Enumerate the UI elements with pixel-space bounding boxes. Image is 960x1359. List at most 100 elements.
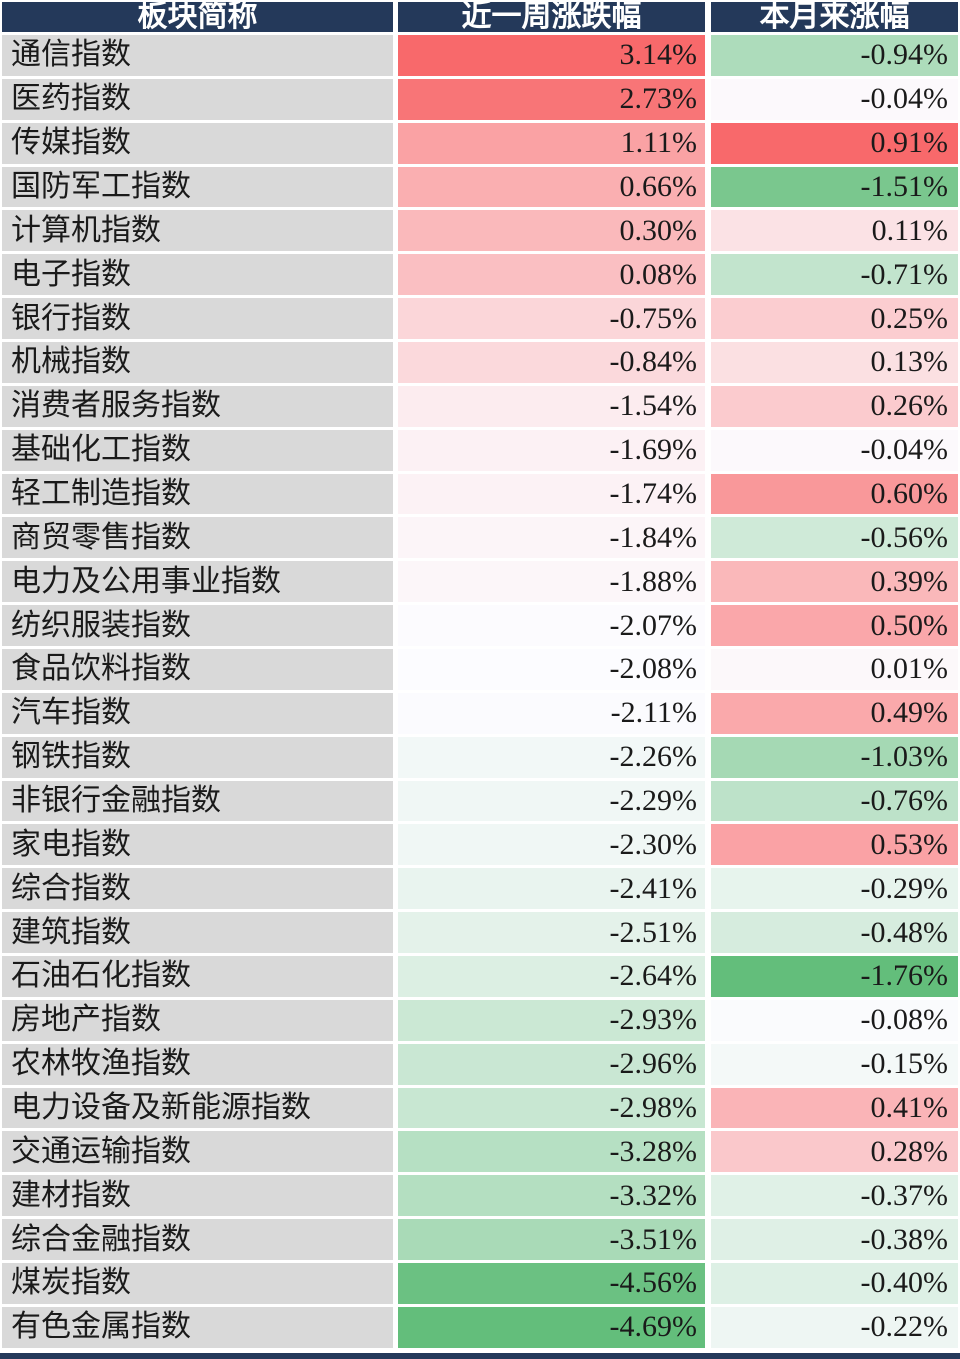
- month-change-cell: -0.56%: [711, 517, 960, 562]
- sector-name-cell: 综合金融指数: [0, 1219, 398, 1264]
- sector-name-cell: 医药指数: [0, 78, 398, 123]
- sector-name-cell: 汽车指数: [0, 692, 398, 737]
- month-change-cell: -1.51%: [711, 166, 960, 211]
- month-change-cell: 0.11%: [711, 210, 960, 255]
- table-row: 房地产指数 -2.93% -0.08%: [0, 999, 960, 1044]
- month-change-cell: -0.48%: [711, 912, 960, 957]
- sector-name-cell: 非银行金融指数: [0, 780, 398, 825]
- week-change-cell: -2.51%: [398, 912, 711, 957]
- month-change-cell: -0.71%: [711, 254, 960, 299]
- week-change-cell: -1.88%: [398, 561, 711, 606]
- week-change-cell: -1.84%: [398, 517, 711, 562]
- month-change-cell: 0.39%: [711, 561, 960, 606]
- table-row: 电子指数 0.08% -0.71%: [0, 254, 960, 299]
- table-row: 建筑指数 -2.51% -0.48%: [0, 912, 960, 957]
- sector-name-cell: 食品饮料指数: [0, 649, 398, 693]
- table-row: 钢铁指数 -2.26% -1.03%: [0, 736, 960, 781]
- month-change-cell: 0.91%: [711, 122, 960, 167]
- sector-name-cell: 消费者服务指数: [0, 385, 398, 430]
- table-row: 建材指数 -3.32% -0.37%: [0, 1175, 960, 1220]
- bottom-border-bar: [0, 1353, 960, 1359]
- sector-name-cell: 房地产指数: [0, 999, 398, 1044]
- week-change-cell: -2.98%: [398, 1087, 711, 1132]
- table-row: 消费者服务指数 -1.54% 0.26%: [0, 385, 960, 430]
- month-change-cell: -0.04%: [711, 429, 960, 474]
- table-row: 汽车指数 -2.11% 0.49%: [0, 692, 960, 737]
- week-change-cell: -2.08%: [398, 649, 711, 693]
- sector-name-cell: 商贸零售指数: [0, 517, 398, 562]
- sector-name-cell: 电力设备及新能源指数: [0, 1087, 398, 1132]
- header-row: 板块简称 近一周涨跌幅 本月来涨幅: [0, 0, 960, 35]
- sector-name-cell: 国防军工指数: [0, 166, 398, 211]
- sector-name-cell: 农林牧渔指数: [0, 1043, 398, 1088]
- sector-name-cell: 钢铁指数: [0, 736, 398, 781]
- sector-name-cell: 建材指数: [0, 1175, 398, 1220]
- week-change-cell: -2.64%: [398, 956, 711, 1000]
- month-change-cell: 0.53%: [711, 824, 960, 869]
- month-change-cell: 0.13%: [711, 342, 960, 386]
- week-change-cell: -4.69%: [398, 1306, 711, 1351]
- week-change-cell: -2.96%: [398, 1043, 711, 1088]
- month-change-cell: 0.25%: [711, 298, 960, 343]
- month-change-cell: -0.04%: [711, 78, 960, 123]
- month-change-cell: 0.28%: [711, 1131, 960, 1176]
- month-change-cell: -0.22%: [711, 1306, 960, 1351]
- week-change-cell: -2.26%: [398, 736, 711, 781]
- table-row: 银行指数 -0.75% 0.25%: [0, 298, 960, 343]
- month-change-cell: 0.01%: [711, 649, 960, 693]
- sector-name-cell: 电力及公用事业指数: [0, 561, 398, 606]
- sector-name-cell: 电子指数: [0, 254, 398, 299]
- month-change-cell: -0.29%: [711, 868, 960, 913]
- week-change-cell: 0.66%: [398, 166, 711, 211]
- week-change-cell: 0.08%: [398, 254, 711, 299]
- week-change-cell: 1.11%: [398, 122, 711, 167]
- month-change-cell: -0.76%: [711, 780, 960, 825]
- month-change-cell: -0.37%: [711, 1175, 960, 1220]
- sector-name-cell: 银行指数: [0, 298, 398, 343]
- table-row: 非银行金融指数 -2.29% -0.76%: [0, 780, 960, 825]
- week-change-cell: -2.29%: [398, 780, 711, 825]
- sector-name-cell: 通信指数: [0, 35, 398, 79]
- table-row: 综合金融指数 -3.51% -0.38%: [0, 1219, 960, 1264]
- table-row: 传媒指数 1.11% 0.91%: [0, 122, 960, 167]
- table-row: 电力设备及新能源指数 -2.98% 0.41%: [0, 1087, 960, 1132]
- month-change-cell: -0.08%: [711, 999, 960, 1044]
- month-change-cell: 0.49%: [711, 692, 960, 737]
- week-change-cell: 3.14%: [398, 35, 711, 79]
- table-row: 计算机指数 0.30% 0.11%: [0, 210, 960, 255]
- week-change-cell: 2.73%: [398, 78, 711, 123]
- week-change-cell: -1.74%: [398, 473, 711, 518]
- month-change-cell: 0.60%: [711, 473, 960, 518]
- table-row: 石油石化指数 -2.64% -1.76%: [0, 956, 960, 1000]
- month-change-cell: -0.15%: [711, 1043, 960, 1088]
- month-change-cell: -0.94%: [711, 35, 960, 79]
- table-row: 国防军工指数 0.66% -1.51%: [0, 166, 960, 211]
- col-header-sector-name: 板块简称: [0, 0, 398, 35]
- month-change-cell: -1.03%: [711, 736, 960, 781]
- sector-name-cell: 煤炭指数: [0, 1263, 398, 1307]
- col-header-month-change: 本月来涨幅: [711, 0, 960, 35]
- sector-name-cell: 纺织服装指数: [0, 605, 398, 650]
- week-change-cell: -1.69%: [398, 429, 711, 474]
- sector-name-cell: 建筑指数: [0, 912, 398, 957]
- month-change-cell: 0.41%: [711, 1087, 960, 1132]
- sector-name-cell: 轻工制造指数: [0, 473, 398, 518]
- table-row: 通信指数 3.14% -0.94%: [0, 35, 960, 79]
- month-change-cell: -1.76%: [711, 956, 960, 1000]
- sector-name-cell: 基础化工指数: [0, 429, 398, 474]
- week-change-cell: -0.75%: [398, 298, 711, 343]
- week-change-cell: -2.41%: [398, 868, 711, 913]
- month-change-cell: 0.26%: [711, 385, 960, 430]
- week-change-cell: -2.07%: [398, 605, 711, 650]
- week-change-cell: -4.56%: [398, 1263, 711, 1307]
- month-change-cell: -0.38%: [711, 1219, 960, 1264]
- table-row: 交通运输指数 -3.28% 0.28%: [0, 1131, 960, 1176]
- table-row: 煤炭指数 -4.56% -0.40%: [0, 1263, 960, 1307]
- table-body: 通信指数 3.14% -0.94% 医药指数 2.73% -0.04% 传媒指数 1.11% 0…: [0, 35, 960, 1351]
- table-row: 农林牧渔指数 -2.96% -0.15%: [0, 1043, 960, 1088]
- sector-name-cell: 家电指数: [0, 824, 398, 869]
- table-row: 轻工制造指数 -1.74% 0.60%: [0, 473, 960, 518]
- table-row: 商贸零售指数 -1.84% -0.56%: [0, 517, 960, 562]
- week-change-cell: -2.30%: [398, 824, 711, 869]
